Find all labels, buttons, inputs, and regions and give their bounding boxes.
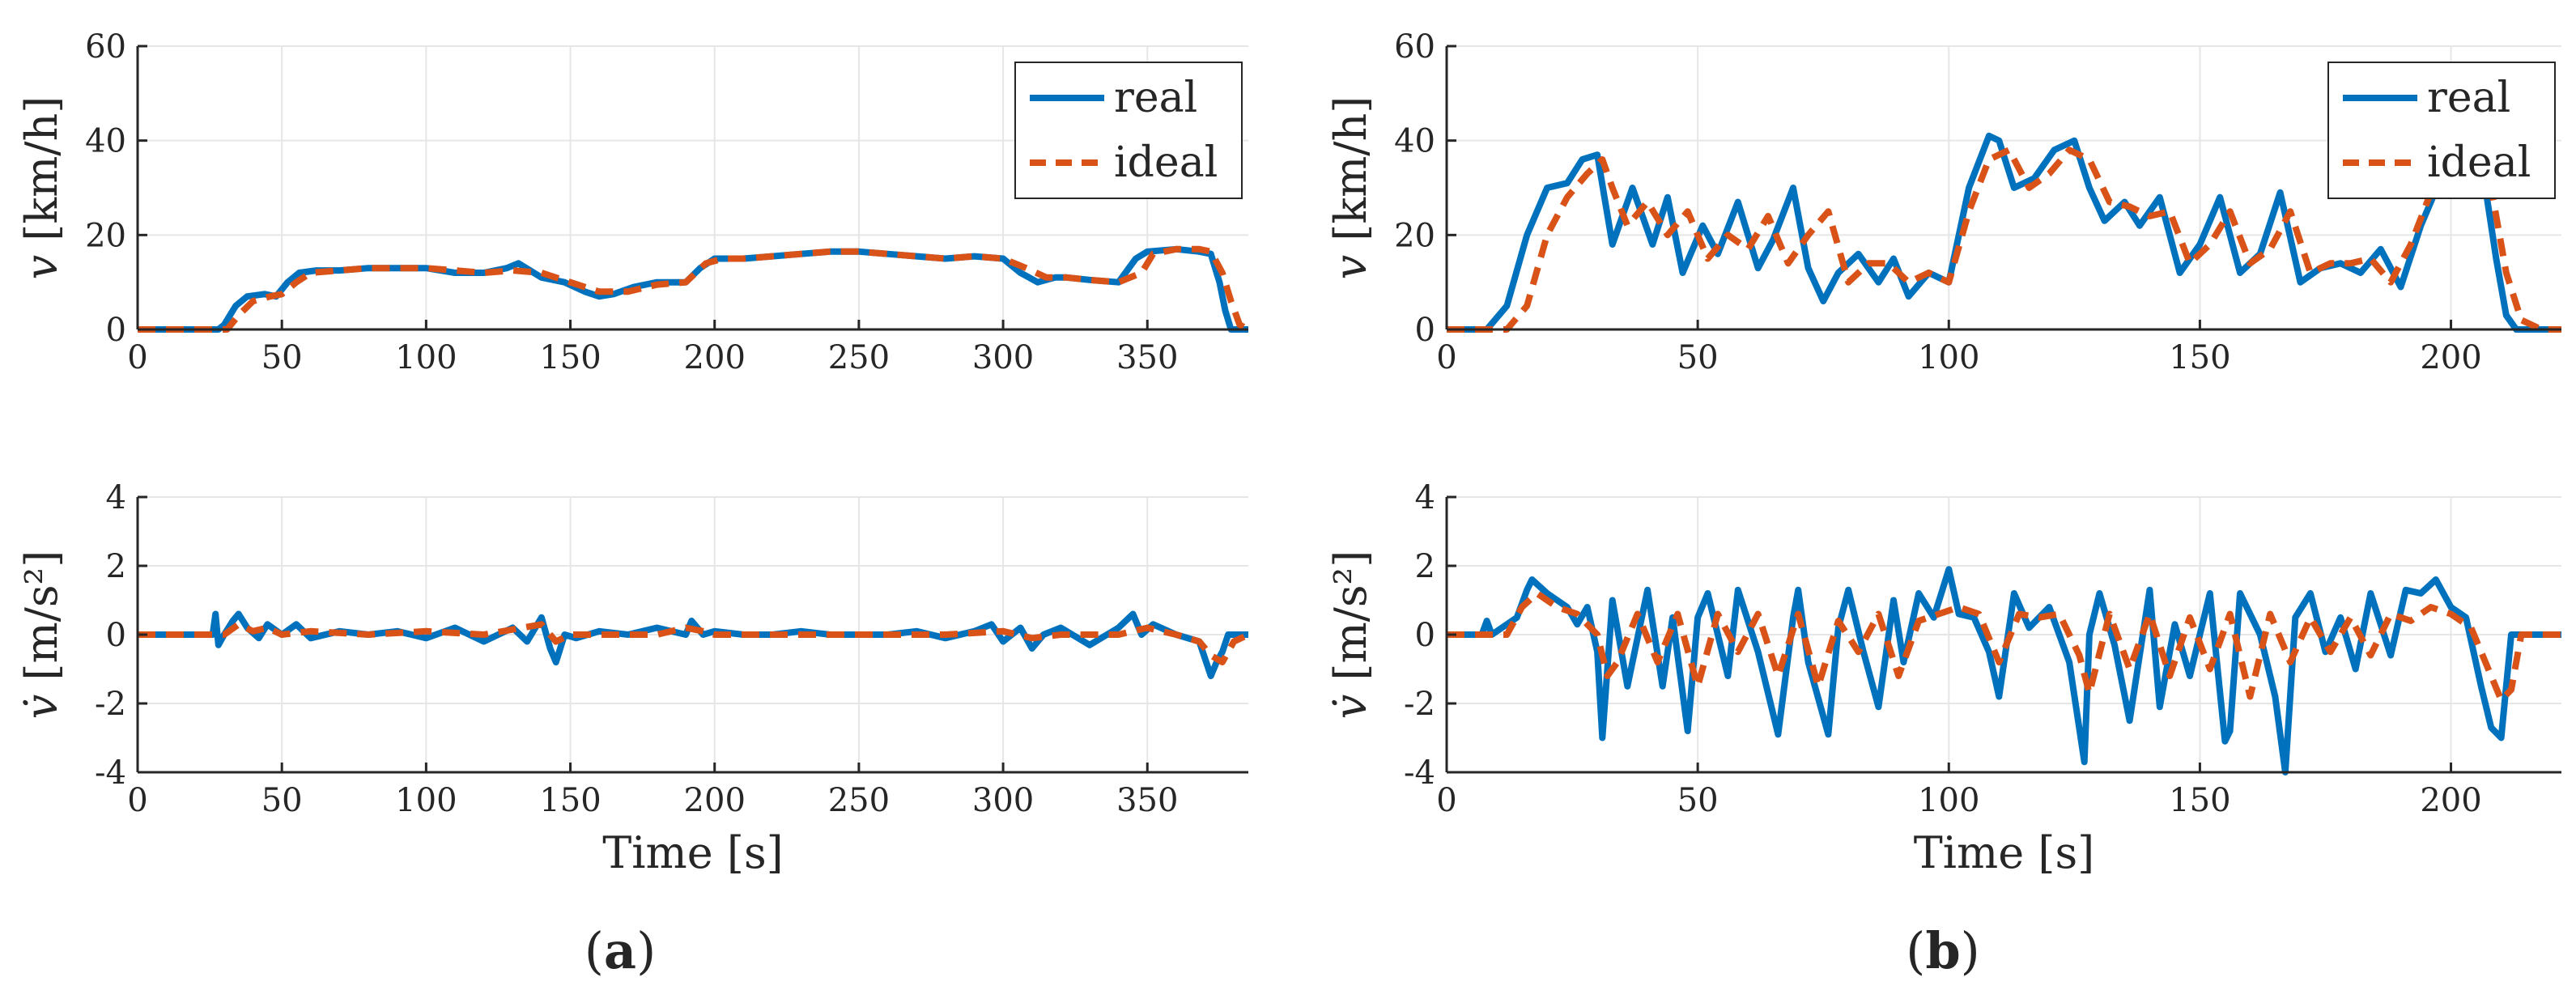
x-tick-label: 100 — [1918, 339, 1979, 376]
y-tick-label: 20 — [1394, 217, 1435, 254]
panel-label-a: (a) — [584, 921, 657, 980]
legend: real ideal — [2327, 62, 2556, 199]
x-tick-label: 300 — [972, 782, 1034, 819]
y-tick-label: 40 — [85, 123, 126, 160]
chart-a-velocity: 0 50 100 150 200 250 300 350 0 20 40 60 v [km/h] real… — [16, 28, 1248, 376]
x-tick-label: 50 — [261, 339, 303, 376]
y-tick-label: 4 — [106, 479, 126, 516]
y-tick-label: 40 — [1394, 123, 1435, 160]
y-axis-label-unit: [km/h] — [16, 96, 67, 241]
panel-label-b: (b) — [1906, 921, 1980, 980]
y-tick-label: 0 — [106, 312, 126, 349]
legend-label-real: real — [1114, 74, 1197, 122]
series-line-real — [1447, 132, 2561, 333]
y-tick-label: 20 — [85, 217, 126, 254]
y-axis-label: v [km/h] — [1325, 96, 1376, 280]
x-tick-label: 150 — [2169, 339, 2230, 376]
chart-a-acceleration: 0 50 100 150 200 250 300 350 -4 -2 0 2 4 v̇ [m/s²] Tim… — [16, 479, 1248, 878]
x-tick-label: 200 — [684, 339, 746, 376]
y-tick-label: -4 — [1404, 754, 1435, 792]
y-tick-label: 0 — [106, 617, 126, 654]
x-tick-label: 300 — [972, 339, 1034, 376]
x-tick-label: 150 — [539, 339, 601, 376]
y-axis-label-symbol: v — [1325, 241, 1376, 280]
y-tick-label: -2 — [1404, 686, 1435, 723]
y-tick-label: 4 — [1415, 479, 1435, 516]
x-tick-label: 50 — [261, 782, 303, 819]
y-axis-label-unit: [m/s²] — [16, 550, 67, 681]
y-axis-label: v [km/h] — [16, 96, 67, 280]
series-line-ideal — [1447, 590, 2561, 703]
x-tick-label: 0 — [1436, 782, 1456, 819]
x-axis-label: Time [s] — [602, 827, 783, 878]
x-tick-label: 200 — [2420, 339, 2481, 376]
x-tick-label: 0 — [127, 339, 147, 376]
legend-label-real: real — [2427, 74, 2510, 122]
y-axis-label-symbol: v̇ — [16, 681, 67, 720]
legend-box — [2327, 62, 2556, 199]
series-line-real — [1447, 566, 2561, 775]
chart-b-velocity: 0 50 100 150 200 0 20 40 60 v [km/h] real ideal — [1325, 28, 2561, 376]
legend-box — [1014, 62, 1243, 199]
series-line-ideal — [1447, 147, 2561, 333]
y-tick-label: 0 — [1415, 312, 1435, 349]
y-axis-label: v̇ [m/s²] — [1325, 550, 1376, 720]
legend-label-ideal: ideal — [1114, 138, 1218, 187]
y-axis-label-symbol: v — [16, 241, 67, 280]
y-axis-label: v̇ [m/s²] — [16, 550, 67, 720]
x-axis-label: Time [s] — [1914, 827, 2094, 878]
x-tick-label: 150 — [539, 782, 601, 819]
x-tick-label: 0 — [127, 782, 147, 819]
legend-label-ideal: ideal — [2427, 138, 2531, 187]
series-line-real — [138, 245, 1248, 333]
legend: real ideal — [1014, 62, 1243, 199]
series-line-ideal — [138, 621, 1248, 665]
y-tick-label: 2 — [1415, 548, 1435, 585]
x-tick-label: 50 — [1677, 339, 1719, 376]
y-tick-label: -4 — [95, 754, 126, 792]
x-tick-label: 100 — [395, 339, 457, 376]
x-tick-label: 100 — [395, 782, 457, 819]
y-tick-label: 60 — [1394, 28, 1435, 66]
x-tick-label: 150 — [2169, 782, 2230, 819]
x-tick-label: 50 — [1677, 782, 1719, 819]
x-tick-label: 250 — [828, 339, 890, 376]
x-tick-label: 100 — [1918, 782, 1979, 819]
y-tick-label: 0 — [1415, 617, 1435, 654]
x-tick-label: 200 — [684, 782, 746, 819]
x-tick-label: 350 — [1116, 782, 1178, 819]
y-axis-label-unit: [m/s²] — [1325, 550, 1376, 681]
chart-b-acceleration: 0 50 100 150 200 -4 -2 0 2 4 v̇ [m/s²] Time [s] — [1325, 479, 2561, 878]
y-tick-label: 60 — [85, 28, 126, 66]
x-tick-label: 0 — [1436, 339, 1456, 376]
x-tick-label: 200 — [2420, 782, 2481, 819]
series-line-real — [138, 610, 1248, 679]
y-axis-label-unit: [km/h] — [1325, 96, 1376, 241]
x-tick-label: 250 — [828, 782, 890, 819]
series-line-ideal — [138, 245, 1248, 333]
y-axis-label-symbol: v̇ — [1325, 681, 1376, 720]
y-tick-label: 2 — [106, 548, 126, 585]
y-tick-label: -2 — [95, 686, 126, 723]
x-tick-label: 350 — [1116, 339, 1178, 376]
